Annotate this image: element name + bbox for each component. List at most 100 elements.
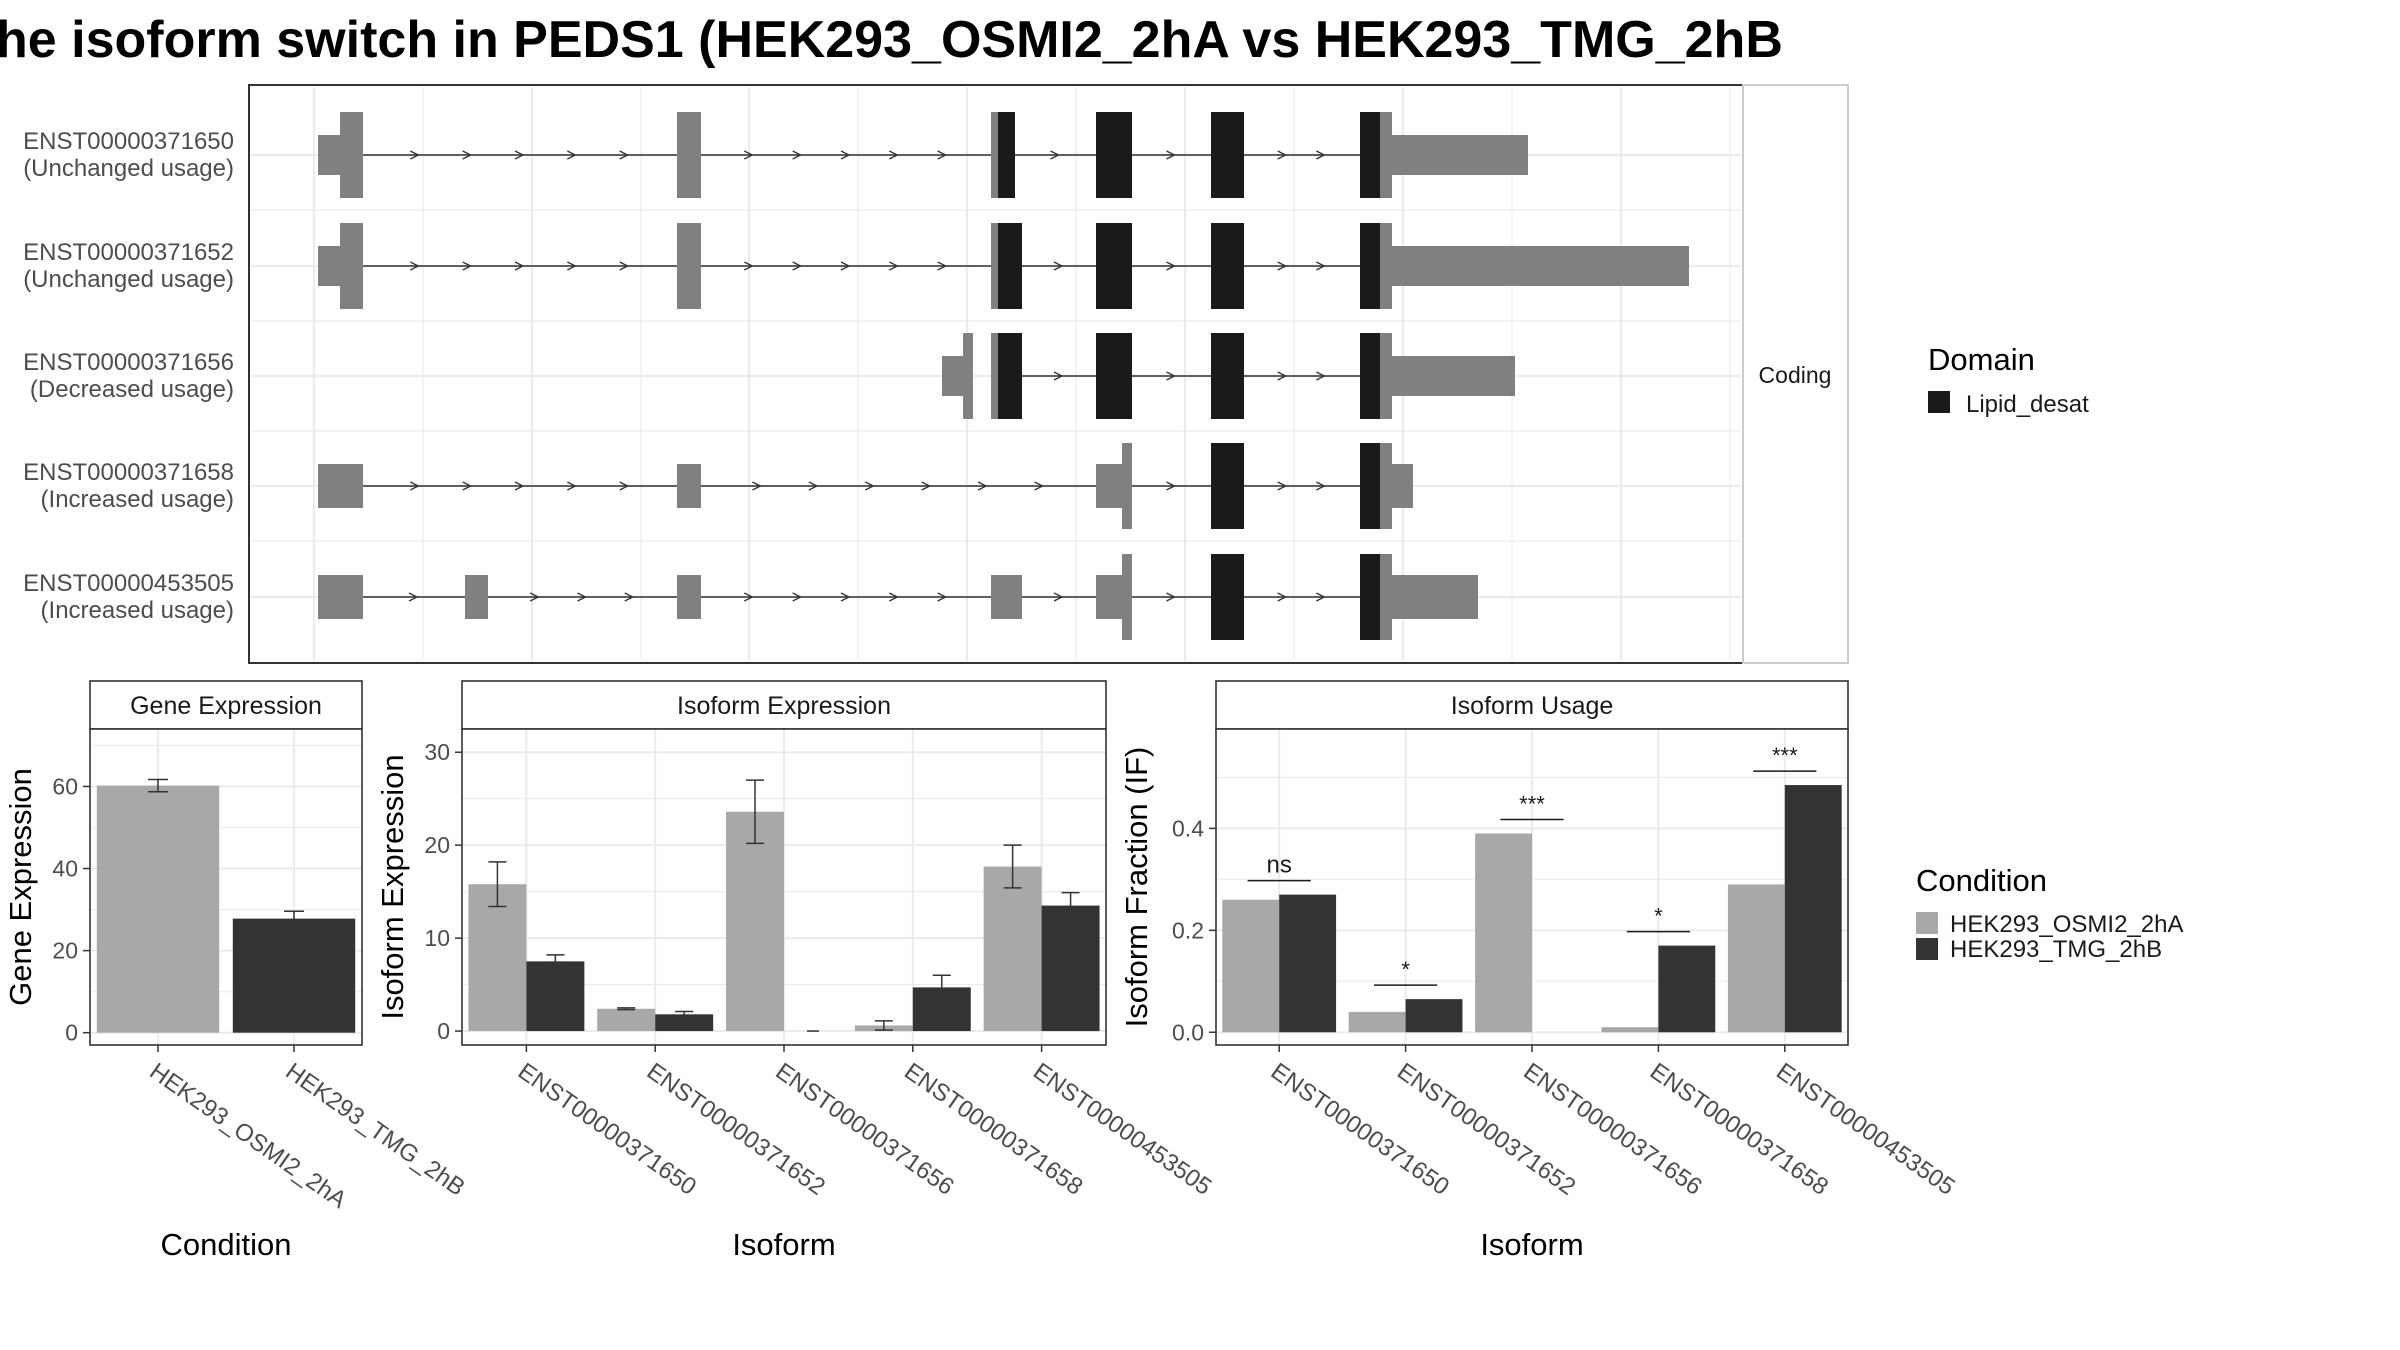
intron-arrow [619, 150, 630, 160]
intron-arrow [840, 261, 851, 271]
intron-arrow [792, 150, 803, 160]
isoform-row-label-4: ENST00000453505 (Increased usage) [23, 570, 234, 624]
intron-arrow [808, 481, 819, 491]
intron-arrow [514, 261, 525, 271]
intron-arrow [1166, 481, 1176, 491]
y-tick-label: 60 [52, 773, 78, 799]
bar-HEK293_OSMI2_2hA-ENST00000371650 [468, 884, 527, 1032]
y-tick-label: 0.4 [1172, 815, 1204, 841]
chart-title: Isoform Expression [677, 692, 891, 720]
exon-utr-block [677, 575, 701, 619]
y-axis-title: Gene Expression [3, 768, 38, 1006]
lipid-desat-domain-block [1211, 333, 1244, 419]
intron-arrow [1166, 261, 1176, 271]
intron-arrow [462, 150, 473, 160]
lipid-desat-domain-block [1360, 112, 1382, 198]
intron-arrow [577, 592, 587, 602]
lipid-desat-domain-block [1360, 554, 1382, 640]
isoform-usage-chart: Isoform Usagens********0.00.20.4ENST0000… [1119, 680, 1960, 1262]
intron-arrow [1316, 481, 1326, 491]
lipid-desat-domain-block [1360, 443, 1382, 529]
intron-arrow [937, 150, 948, 160]
significance-label: * [1401, 957, 1410, 982]
intron-arrow [1050, 150, 1060, 160]
bar-HEK293_TMG_2hB-ENST00000371650 [1279, 894, 1337, 1033]
significance-label: ns [1267, 852, 1292, 879]
exon-utr-block [991, 112, 1000, 198]
bar-HEK293_TMG_2hB-ENST00000453505 [1041, 905, 1100, 1032]
y-tick-label: 30 [424, 739, 450, 765]
transcript-structure-panel: Coding ENST00000371650 (Unchanged usage)E… [23, 84, 1849, 664]
intron-arrow [567, 481, 577, 491]
exon-utr-block [1122, 554, 1132, 640]
exon-utr-block [340, 223, 363, 309]
lipid-desat-domain-block [1211, 223, 1244, 309]
intron-arrow [1034, 481, 1045, 491]
bar-HEK293_OSMI2_2hA-ENST00000371650 [1222, 899, 1280, 1033]
exon-utr-block [1380, 443, 1392, 529]
isoform-row-labels: ENST00000371650 (Unchanged usage)ENST0000… [23, 128, 234, 624]
transcript-track-3 [318, 443, 1413, 529]
bar-HEK293_TMG_2hB-ENST00000371650 [526, 961, 585, 1032]
bar-HEK293_OSMI2_2hA-ENST00000371652 [597, 1008, 656, 1032]
intron-arrow [864, 481, 875, 491]
bar-HEK293_OSMI2_2hA-ENST00000453505 [1727, 884, 1785, 1033]
intron-arrow [1277, 371, 1288, 381]
intron-arrow [744, 150, 754, 160]
y-tick-label: 0 [65, 1020, 78, 1046]
isoform-expression-chart: Isoform Expression0102030ENST00000371650… [375, 680, 1216, 1262]
coding-facet-label: Coding [1759, 362, 1832, 388]
exon-utr-block [991, 333, 1000, 419]
exon-utr-block [318, 135, 342, 175]
exon-utr-block [991, 575, 1022, 619]
significance-label: *** [1519, 791, 1545, 816]
exon-utr-block [1122, 443, 1132, 529]
chart-title: Gene Expression [130, 692, 322, 720]
bar-HEK293_TMG_2hB-ENST00000371658 [1658, 945, 1716, 1033]
exon-utr-block [465, 575, 488, 619]
intron-arrow [744, 592, 754, 602]
exon-utr-block [1096, 464, 1124, 508]
intron-arrow [514, 481, 525, 491]
exon-utr-block [1390, 246, 1689, 286]
lipid-desat-legend-label: Lipid_desat [1966, 391, 2089, 418]
exon-utr-block [340, 112, 363, 198]
intron-arrow [1053, 371, 1064, 381]
intron-arrow [514, 150, 525, 160]
intron-arrow [1277, 150, 1288, 160]
exon-utr-block [1380, 554, 1392, 640]
intron-arrow [889, 592, 899, 602]
coding-facet-strip [1742, 84, 1849, 664]
exon-utr-block [1390, 464, 1413, 508]
tmg-legend-label: HEK293_TMG_2hB [1950, 936, 2162, 963]
tmg-legend-swatch [1916, 938, 1938, 960]
intron-arrow [567, 150, 577, 160]
y-tick-label: 40 [52, 856, 78, 882]
lipid-desat-domain-block [1096, 112, 1132, 198]
isoform-id-label: ENST00000371658 [23, 459, 234, 486]
lipid-desat-domain-block [998, 333, 1022, 419]
y-axis-title: Isoform Expression [375, 754, 410, 1019]
intron-arrow [1277, 592, 1288, 602]
isoform-row-label-2: ENST00000371656 (Decreased usage) [23, 349, 234, 403]
intron-arrow [1166, 371, 1176, 381]
lipid-desat-domain-block [1211, 112, 1244, 198]
intron-arrow [1166, 592, 1176, 602]
intron-arrow [1277, 261, 1288, 271]
intron-arrow [410, 150, 420, 160]
bar-HEK293_TMG_2hB-ENST00000371652 [655, 1014, 714, 1032]
lipid-desat-domain-block [1360, 223, 1382, 309]
bar-HEK293_OSMI2_2hA [96, 785, 220, 1033]
lipid-desat-domain-block [1096, 223, 1132, 309]
intron-arrow [921, 481, 932, 491]
exon-utr-block [991, 223, 1000, 309]
y-tick-label: 20 [424, 832, 450, 858]
intron-arrow [408, 592, 419, 602]
isoform-row-label-1: ENST00000371652 (Unchanged usage) [23, 239, 234, 293]
exon-utr-block [318, 464, 363, 508]
lipid-desat-domain-block [998, 223, 1022, 309]
chart-title-strip [1215, 680, 1849, 730]
domain-legend-title: Domain [1928, 342, 2035, 377]
exon-utr-block [318, 246, 342, 286]
intron-arrow [410, 261, 420, 271]
